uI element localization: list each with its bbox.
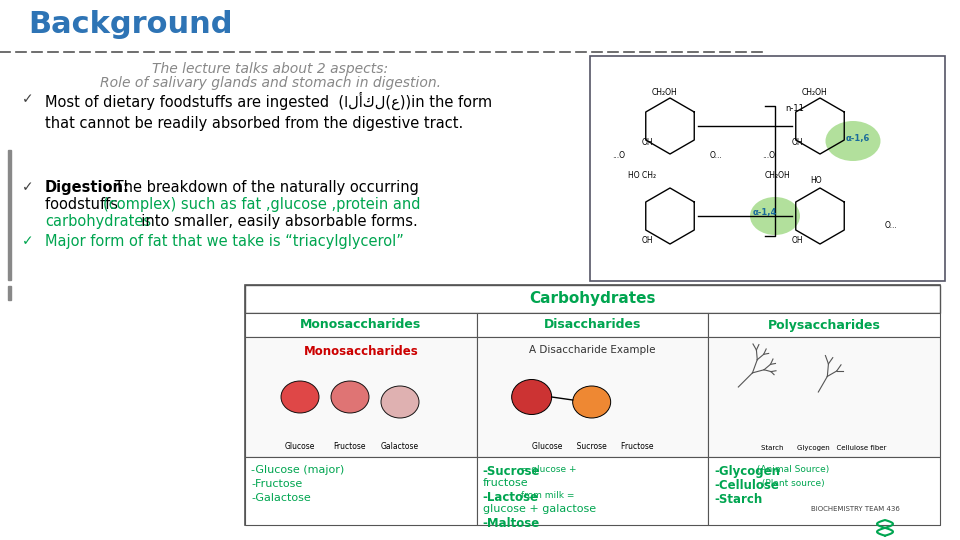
Ellipse shape [750, 197, 800, 235]
Text: Major form of fat that we take is “triacylglycerol”: Major form of fat that we take is “triac… [45, 234, 404, 249]
Text: -Fructose: -Fructose [251, 479, 302, 489]
Bar [708, 457, 940, 525]
Bar [245, 313, 477, 337]
Text: n-11: n-11 [785, 104, 804, 113]
Text: ✓: ✓ [22, 180, 34, 194]
Text: OH: OH [642, 138, 654, 147]
Ellipse shape [826, 121, 880, 161]
Text: -Maltose: -Maltose [483, 517, 540, 530]
Bar [477, 337, 708, 457]
Bar [477, 313, 708, 337]
Bar [708, 337, 940, 457]
Text: Galactose: Galactose [381, 442, 420, 451]
Text: Fructose: Fructose [334, 442, 367, 451]
Text: HO CH₂: HO CH₂ [628, 171, 656, 180]
Text: -Glucose (major): -Glucose (major) [251, 465, 345, 475]
Text: α-1,6: α-1,6 [846, 133, 870, 143]
Text: ...O: ...O [612, 151, 625, 160]
Text: Glucose: Glucose [285, 442, 315, 451]
Text: ...O: ...O [762, 151, 775, 160]
Text: (Plant source): (Plant source) [758, 479, 824, 488]
Text: -Cellulose: -Cellulose [714, 479, 780, 492]
Text: (complex) such as fat ,glucose ,protein and: (complex) such as fat ,glucose ,protein … [103, 197, 420, 212]
Text: Disaccharides: Disaccharides [543, 319, 641, 332]
Ellipse shape [381, 386, 419, 418]
Text: Monosaccharides: Monosaccharides [300, 319, 421, 332]
Text: A Disaccharide Example: A Disaccharide Example [529, 345, 656, 355]
Text: -Starch: -Starch [714, 493, 762, 506]
Text: glucose + galactose: glucose + galactose [483, 504, 596, 514]
Text: CH₂OH: CH₂OH [802, 88, 828, 97]
Text: OH: OH [792, 236, 804, 245]
Bar [245, 457, 477, 525]
Text: Monosaccharides: Monosaccharides [303, 345, 419, 358]
Text: O...: O... [710, 151, 723, 160]
Text: Background: Background [28, 10, 232, 39]
Text: OH: OH [642, 236, 654, 245]
Text: OH: OH [792, 138, 804, 147]
Text: The breakdown of the naturally occurring: The breakdown of the naturally occurring [110, 180, 419, 195]
Text: -Galactose: -Galactose [251, 493, 311, 503]
Bar [8, 150, 11, 280]
Text: α-1,4: α-1,4 [753, 208, 778, 218]
Text: Role of salivary glands and stomach in digestion.: Role of salivary glands and stomach in d… [100, 76, 441, 90]
Text: O...: O... [885, 221, 898, 230]
Text: CH₂OH: CH₂OH [765, 171, 791, 180]
Text: (Animal Source): (Animal Source) [755, 465, 829, 474]
Text: ✓: ✓ [22, 234, 34, 248]
Text: Digestion:: Digestion: [45, 180, 130, 195]
Text: Carbohydrates: Carbohydrates [529, 292, 656, 307]
Text: Starch      Glycogen   Cellulose fiber: Starch Glycogen Cellulose fiber [761, 445, 887, 451]
Ellipse shape [512, 380, 552, 415]
Text: fructose: fructose [483, 478, 528, 488]
Text: = glucose +: = glucose + [518, 465, 577, 474]
Bar [245, 337, 477, 457]
Text: Most of dietary foodstuffs are ingested  (الأكل(ع))in the form
that cannot be re: Most of dietary foodstuffs are ingested … [45, 92, 492, 131]
Text: -Lactose: -Lactose [483, 491, 539, 504]
Bar [590, 56, 945, 281]
Text: from milk =: from milk = [518, 491, 574, 500]
Bar [708, 313, 940, 337]
Ellipse shape [573, 386, 611, 418]
Bar [245, 285, 940, 525]
Text: -Sucrose: -Sucrose [483, 465, 540, 478]
Text: Polysaccharides: Polysaccharides [768, 319, 880, 332]
Ellipse shape [281, 381, 319, 413]
Bar [477, 457, 708, 525]
Text: foodstuffs: foodstuffs [45, 197, 123, 212]
Bar [8, 286, 11, 300]
Text: Glucose      Sucrose      Fructose: Glucose Sucrose Fructose [532, 442, 653, 451]
Text: CH₂OH: CH₂OH [652, 88, 678, 97]
Text: ✓: ✓ [22, 92, 34, 106]
Text: The lecture talks about 2 aspects:: The lecture talks about 2 aspects: [152, 62, 388, 76]
Text: HO: HO [810, 176, 822, 185]
Bar [245, 285, 940, 313]
Text: into smaller, easily absorbable forms.: into smaller, easily absorbable forms. [132, 214, 418, 229]
Text: carbohydrates: carbohydrates [45, 214, 151, 229]
Ellipse shape [331, 381, 369, 413]
Text: -Glycogen: -Glycogen [714, 465, 780, 478]
Text: BIOCHEMISTRY TEAM 436: BIOCHEMISTRY TEAM 436 [811, 506, 900, 512]
